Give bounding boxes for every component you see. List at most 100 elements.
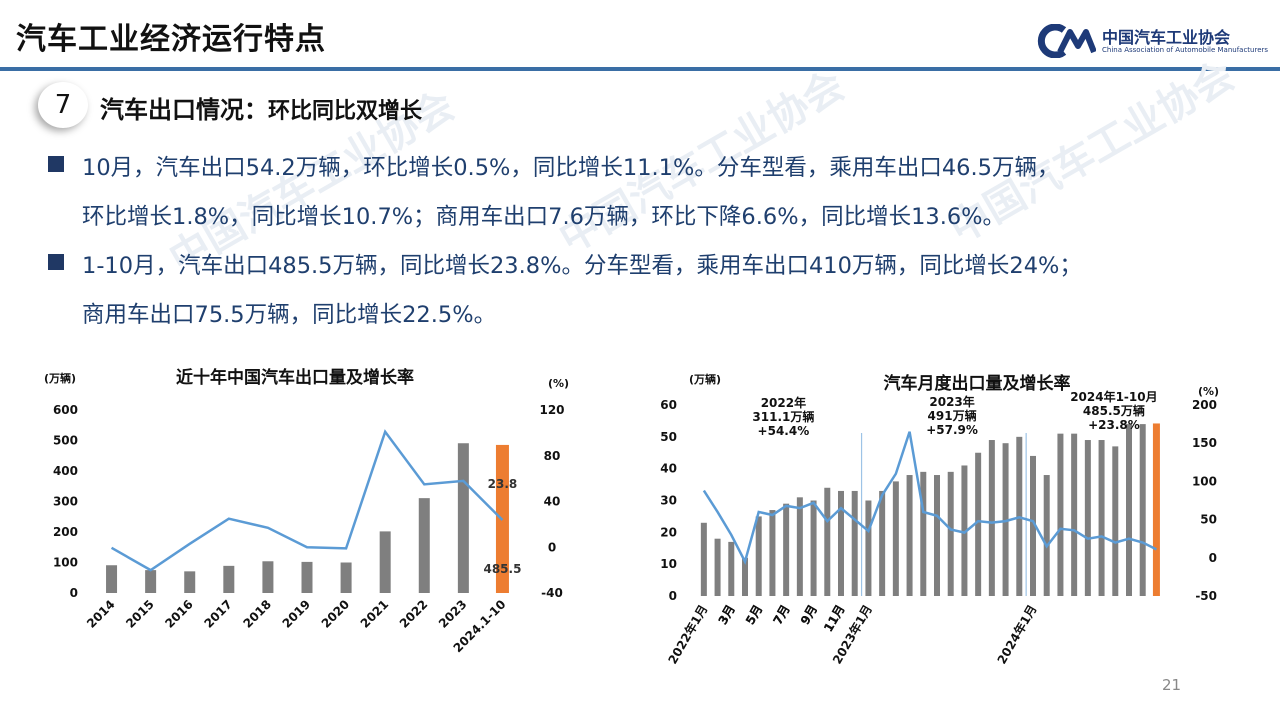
y-tick-label: 500 [53, 434, 78, 448]
x-tick-label: 5月 [743, 603, 765, 628]
bar [714, 538, 721, 596]
page-title: 汽车工业经济运行特点 [16, 22, 326, 57]
bar [145, 570, 157, 593]
bar [1152, 423, 1160, 596]
bar [1139, 424, 1146, 596]
bullet-square [48, 254, 64, 270]
bar [1071, 433, 1078, 596]
annotation-text: 2022年 [761, 395, 806, 410]
growth-rate-line [110, 429, 504, 572]
y-tick-label: 100 [53, 556, 78, 570]
x-tick-label: 2020 [319, 597, 353, 631]
bar [1043, 475, 1050, 596]
y2-tick-label: 0 [1209, 551, 1217, 565]
y-tick-label: 200 [53, 525, 78, 539]
bar [340, 562, 352, 593]
bar [988, 440, 995, 596]
y-axis-unit-label: (万辆) [689, 372, 721, 386]
x-tick-label: 2015 [123, 597, 157, 631]
logo-cn-text: 中国汽车工业协会 [1102, 28, 1231, 47]
annotation-text: 485.5万辆 [1083, 403, 1145, 418]
y2-tick-label: -50 [1195, 589, 1217, 603]
bar [892, 481, 899, 596]
bar [1030, 455, 1036, 596]
bar [810, 500, 817, 596]
y-tick-label: 30 [660, 494, 677, 508]
logo-en-text: China Association of Automobile Manufact… [1102, 46, 1269, 54]
header-divider [0, 67, 1280, 71]
bar [783, 503, 790, 596]
bar [961, 465, 968, 596]
bar [379, 531, 391, 593]
bar [920, 471, 927, 596]
bar [728, 541, 735, 596]
annotation-text: 2023年 [929, 394, 974, 409]
y-tick-label: 10 [660, 557, 677, 571]
bar [1126, 424, 1132, 596]
bar [851, 490, 858, 596]
y2-tick-label: -40 [541, 586, 563, 600]
bar [457, 443, 469, 593]
y2-tick-label: 100 [1192, 474, 1217, 488]
x-tick-label: 2016 [162, 597, 196, 631]
bar [824, 487, 831, 596]
bar [1098, 440, 1105, 596]
y-tick-label: 300 [53, 495, 78, 509]
section-title-sub: 环比同比双增长 [268, 99, 423, 124]
bar [1002, 443, 1009, 596]
x-tick-label: 2019 [280, 597, 314, 631]
bullet-2-line-1: 1-10月，汽车出口485.5万辆，同比增长23.8%。分车型看，乘用车出口41… [82, 253, 1082, 279]
bar [223, 565, 235, 593]
x-tick-label: 9月 [798, 603, 820, 628]
bullet-2-line-2: 商用车出口75.5万辆，同比增长22.5%。 [82, 302, 497, 328]
section-title: 汽车出口情况：环比同比双增长 [100, 90, 422, 125]
bar [947, 471, 954, 596]
bar [106, 565, 118, 593]
bar [262, 561, 274, 593]
x-tick-label: 2018 [241, 597, 275, 631]
x-tick-label: 7月 [770, 603, 792, 628]
bar [301, 561, 313, 593]
data-label-rate: 23.8 [488, 477, 518, 491]
x-tick-label: 2023 [436, 597, 470, 631]
x-tick-label: 2021 [358, 597, 392, 631]
y-tick-label: 50 [660, 430, 677, 444]
annotation-text: +54.4% [758, 424, 810, 438]
bullet-square [48, 156, 64, 172]
bar [1057, 433, 1064, 596]
bullet-1-line-1: 10月，汽车出口54.2万辆，环比增长0.5%，同比增长11.1%。分车型看，乘… [82, 155, 1060, 181]
x-tick-label: 2022 [397, 597, 431, 631]
y-tick-label: 40 [660, 462, 677, 476]
cam-logo: 中国汽车工业协会 China Association of Automobile… [1036, 22, 1268, 62]
bar [184, 571, 196, 593]
chart-title: 近十年中国汽车出口量及增长率 [176, 367, 414, 388]
bar [879, 490, 886, 596]
annual-export-chart: 近十年中国汽车出口量及增长率 (万辆) (%) 0100200300400500… [44, 367, 569, 655]
annotation-text: +23.8% [1088, 418, 1140, 432]
bar [742, 557, 748, 596]
annotation-text: +57.9% [926, 423, 978, 437]
x-tick-label: 2017 [201, 597, 235, 631]
y2-tick-label: 0 [548, 540, 556, 554]
growth-rate-line [702, 431, 1157, 566]
bar [700, 522, 707, 596]
y2-tick-label: 120 [539, 403, 564, 417]
bar [838, 490, 844, 596]
x-tick-label: 2022年1月 [665, 602, 711, 666]
annotation-text: 311.1万辆 [752, 409, 814, 424]
y2-axis-unit-label: (%) [1198, 385, 1219, 398]
bullet-1-line-2: 环比增长1.8%，同比增长10.7%；商用车出口7.6万辆，环比下降6.6%，同… [82, 204, 1006, 230]
y2-tick-label: 40 [544, 495, 561, 509]
y-tick-label: 0 [70, 586, 78, 600]
y-tick-label: 400 [53, 464, 78, 478]
annotation-text: 2024年1-10月 [1070, 389, 1157, 404]
y2-axis-unit-label: (%) [548, 377, 569, 390]
bar [934, 475, 940, 596]
bar [1112, 446, 1119, 596]
y-tick-label: 0 [669, 589, 677, 603]
monthly-export-chart: 汽车月度出口量及增长率 (万辆) (%) 0 10 20 30 40 50 60 -50 0 5… [660, 372, 1219, 666]
x-tick-label: 2014 [84, 597, 118, 631]
y-tick-label: 60 [660, 398, 677, 412]
page-number: 21 [1162, 676, 1182, 694]
y2-tick-label: 200 [1192, 398, 1217, 412]
